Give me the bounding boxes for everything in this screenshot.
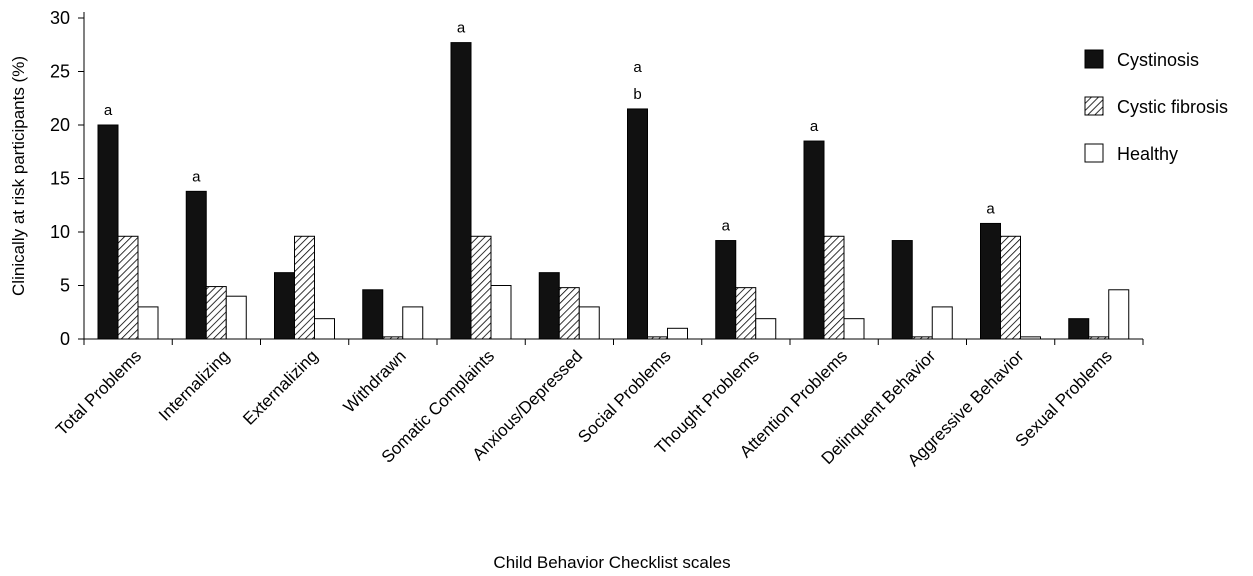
bar-cystinosis [274, 272, 295, 340]
bar-healthy [843, 318, 865, 340]
bar-cystic-fibrosis [294, 235, 315, 340]
bar-cystic-fibrosis [558, 287, 580, 340]
x-category-label: Internalizing [155, 346, 233, 424]
significance-label: a [192, 168, 201, 185]
legend-label-cystinosis: Cystinosis [1117, 50, 1199, 70]
bar-cystic-fibrosis [470, 235, 492, 340]
legend-label-cystic-fibrosis: Cystic fibrosis [1117, 97, 1228, 117]
y-tick-label: 15 [50, 169, 70, 189]
bar-cystinosis [450, 42, 472, 340]
significance-label: a [722, 218, 731, 235]
bar-cystinosis [715, 240, 737, 340]
bar-cystinosis [185, 190, 207, 340]
y-tick-label: 30 [50, 8, 70, 28]
bar-healthy [490, 285, 512, 340]
bar-cystic-fibrosis [735, 287, 757, 340]
bar-healthy [314, 318, 335, 340]
bar-healthy [137, 306, 159, 340]
x-category-label: Social Problems [574, 346, 674, 446]
significance-label: a [104, 102, 113, 119]
bar-cystinosis [627, 108, 648, 340]
x-category-label: Withdrawn [340, 346, 410, 416]
legend-swatch-healthy [1084, 143, 1104, 163]
bar-cystic-fibrosis [911, 336, 933, 340]
legend-label-healthy: Healthy [1117, 144, 1178, 164]
y-tick-label: 25 [50, 62, 70, 82]
bar-healthy [755, 318, 777, 340]
bar-cystic-fibrosis [205, 286, 227, 340]
significance-label: b [633, 86, 641, 103]
bar-cystic-fibrosis [1000, 235, 1021, 340]
legend-swatch-cystinosis [1084, 49, 1104, 69]
bar-healthy [667, 327, 688, 340]
bar-healthy [402, 306, 424, 340]
bar-cystinosis [538, 272, 560, 340]
significance-label: a [457, 20, 466, 37]
bar-healthy [578, 306, 600, 340]
bar-cystinosis [362, 289, 384, 340]
x-category-label: Externalizing [239, 346, 321, 428]
bar-cystinosis [891, 240, 913, 340]
bar-cystic-fibrosis [823, 235, 845, 340]
y-tick-label: 20 [50, 115, 70, 135]
bar-cystic-fibrosis [382, 336, 404, 340]
bar-cystic-fibrosis [117, 235, 139, 340]
x-axis-title: Child Behavior Checklist scales [493, 553, 730, 572]
legend-swatch-cystic-fibrosis [1084, 96, 1104, 116]
bar-healthy [931, 306, 953, 340]
y-tick-label: 0 [60, 329, 70, 349]
significance-label: a [633, 59, 642, 76]
y-axis-title: Clinically at risk participants (%) [9, 56, 28, 296]
bar-cystic-fibrosis [1088, 336, 1110, 340]
bar-cystinosis [803, 140, 825, 340]
significance-label: a [986, 200, 995, 217]
bar-cystinosis [1068, 318, 1090, 340]
bar-healthy [1108, 289, 1130, 340]
x-category-label: Sexual Problems [1012, 346, 1116, 450]
x-category-label: Total Problems [52, 346, 145, 439]
significance-label: a [810, 118, 819, 135]
bar-healthy [225, 295, 247, 340]
bar-healthy [1020, 336, 1041, 340]
bar-cystic-fibrosis [647, 336, 668, 340]
y-tick-label: 5 [60, 276, 70, 296]
y-tick-label: 10 [50, 222, 70, 242]
bar-cystinosis [97, 124, 119, 340]
bar-cystinosis [980, 222, 1001, 340]
